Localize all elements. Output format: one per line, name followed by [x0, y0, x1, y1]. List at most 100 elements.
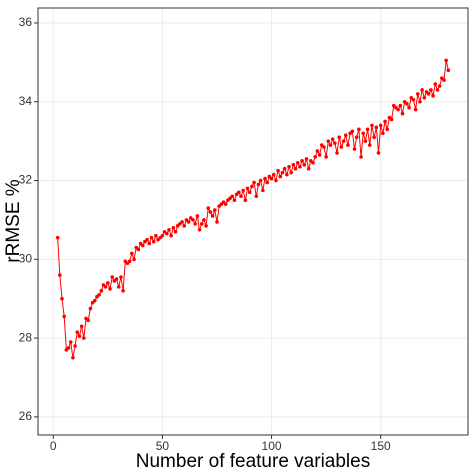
data-point: [167, 227, 171, 232]
data-point: [82, 336, 86, 340]
data-point: [164, 231, 169, 236]
data-point: [110, 275, 115, 279]
data-point: [324, 155, 328, 159]
x-tick-label: 0: [50, 439, 57, 453]
data-point: [151, 239, 156, 244]
data-point: [333, 141, 337, 145]
data-point: [350, 129, 355, 134]
data-point: [127, 259, 132, 264]
data-point: [232, 198, 237, 203]
data-point: [132, 257, 136, 262]
y-tick-label: 30: [19, 251, 33, 265]
data-point: [223, 202, 228, 206]
data-point: [365, 127, 370, 132]
data-point: [354, 135, 359, 140]
data-point: [160, 233, 165, 238]
data-point: [237, 190, 241, 195]
data-point: [352, 147, 357, 151]
data-point: [254, 194, 259, 199]
data-point: [282, 166, 287, 171]
data-point: [66, 346, 71, 350]
data-point: [337, 135, 342, 140]
data-point: [385, 127, 390, 132]
plot-border: [37, 7, 469, 436]
data-point: [197, 227, 202, 232]
data-point: [114, 277, 119, 281]
data-point: [346, 143, 350, 147]
data-point: [335, 151, 339, 155]
data-point: [437, 84, 442, 88]
data-point: [285, 172, 289, 177]
data-line: [57, 60, 449, 358]
data-point: [250, 184, 254, 189]
data-point: [154, 233, 158, 238]
data-point: [121, 289, 125, 293]
data-point: [383, 119, 387, 124]
data-point: [97, 292, 101, 297]
x-tick-label: 150: [371, 439, 391, 453]
data-point: [339, 145, 344, 149]
data-point: [289, 170, 293, 175]
x-tick-label: 50: [156, 439, 170, 453]
data-point: [73, 344, 77, 348]
data-point: [326, 139, 331, 143]
data-point: [77, 334, 82, 338]
data-point: [328, 143, 333, 147]
data-point: [180, 220, 184, 224]
data-point: [398, 103, 403, 108]
data-point: [182, 224, 187, 228]
data-point: [376, 151, 381, 155]
data-point: [302, 162, 307, 167]
data-point: [243, 198, 248, 203]
data-point: [68, 340, 73, 344]
data-point: [265, 180, 269, 185]
data-point: [372, 135, 376, 140]
data-point: [202, 218, 206, 222]
data-point: [357, 127, 361, 132]
data-point: [269, 176, 274, 181]
data-point: [210, 214, 215, 218]
data-point: [252, 180, 256, 185]
data-point: [311, 161, 315, 165]
data-point: [99, 289, 104, 293]
data-point: [363, 139, 368, 143]
data-point: [116, 285, 121, 289]
data-point: [304, 157, 309, 161]
data-point: [199, 222, 204, 226]
data-point: [171, 226, 176, 230]
y-axis-title: rRMSE %: [3, 179, 24, 263]
data-point: [208, 210, 213, 214]
data-point: [418, 99, 422, 104]
data-point: [313, 155, 318, 159]
data-point: [103, 285, 108, 289]
data-point: [298, 164, 302, 169]
data-point: [378, 123, 383, 128]
data-point: [300, 159, 304, 163]
data-point: [60, 296, 64, 301]
data-point: [361, 131, 366, 136]
data-point: [431, 94, 435, 98]
data-point: [79, 324, 84, 329]
data-point: [55, 235, 60, 240]
data-point: [415, 92, 420, 96]
data-point: [263, 176, 267, 181]
data-point: [287, 164, 291, 169]
data-point: [241, 188, 245, 193]
data-point: [149, 235, 154, 240]
data-point: [204, 224, 208, 228]
data-point: [400, 111, 405, 116]
data-point: [446, 68, 451, 73]
data-point: [359, 155, 363, 159]
data-point: [186, 220, 191, 224]
data-point: [435, 88, 440, 92]
data-point: [206, 206, 211, 210]
x-tick-label: 100: [262, 439, 282, 453]
data-point: [261, 188, 265, 193]
data-point: [315, 149, 320, 153]
data-point: [429, 88, 433, 92]
data-point: [108, 287, 112, 291]
data-point: [389, 117, 394, 122]
data-point: [422, 96, 427, 100]
data-point: [147, 241, 152, 246]
